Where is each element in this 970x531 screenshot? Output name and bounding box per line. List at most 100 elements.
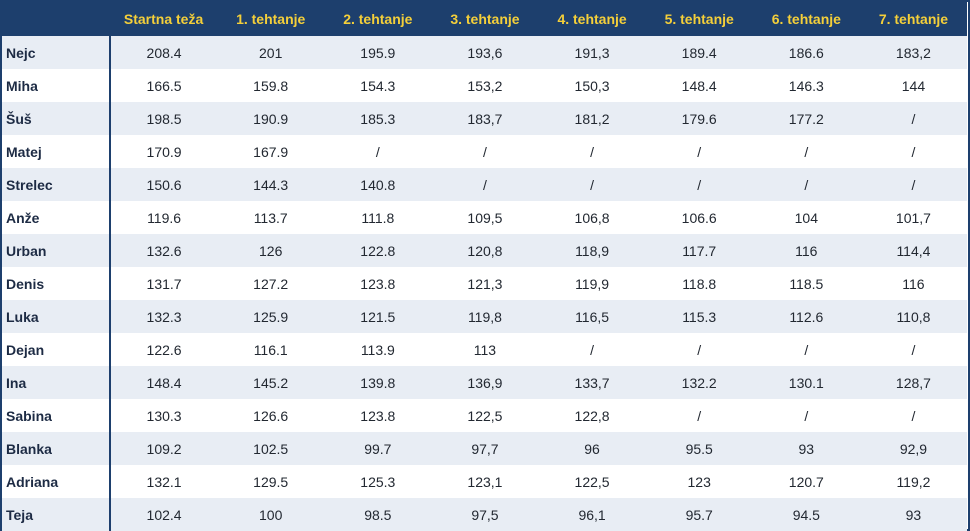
column-header-weighin-5: 5. tehtanje: [664, 11, 734, 27]
row-name-cell: Adriana: [2, 465, 111, 498]
weight-cell: 130.1: [788, 374, 824, 391]
column-header-start-weight: Startna teža: [123, 11, 204, 27]
weight-cell: 112.6: [789, 308, 824, 325]
weight-cell: 140.8: [360, 176, 396, 193]
weight-cell: /: [911, 341, 916, 358]
weight-cell: 136,9: [467, 374, 503, 391]
weight-cell: 146.3: [788, 77, 824, 94]
table-row: Luka 132.3 125.9 121.5 119,8 116,5 115.3 112.6 1…: [2, 300, 967, 333]
column-header-weighin-4: 4. tehtanje: [557, 11, 627, 27]
weight-cell: 101,7: [895, 209, 931, 226]
table-row: Sabina 130.3 126.6 123.8 122,5 122,8 / / /: [2, 399, 967, 432]
weight-cell: 132.6: [146, 242, 182, 259]
weight-cell: 122.6: [146, 341, 182, 358]
weight-cell: 123.8: [360, 275, 396, 292]
weight-cell: 131.7: [146, 275, 182, 292]
weight-cell: /: [804, 341, 809, 358]
weight-cell: 118.5: [789, 275, 824, 292]
weight-cell: 122.8: [360, 242, 396, 259]
table-row: Ina 148.4 145.2 139.8 136,9 133,7 132.2 130.1 12…: [2, 366, 967, 399]
weight-cell: 132.2: [681, 374, 717, 391]
weight-cell: /: [375, 143, 380, 160]
weight-cell: 122,5: [467, 407, 503, 424]
weight-cell: 125.9: [253, 308, 289, 325]
weight-cell: 102.5: [253, 440, 289, 457]
weight-cell: 116,5: [575, 308, 610, 325]
weight-cell: 106.6: [681, 209, 717, 226]
weight-cell: /: [804, 407, 809, 424]
weight-cell: 97,5: [471, 506, 499, 523]
weight-cell: 144.3: [253, 176, 289, 193]
weight-cell: 123: [687, 473, 711, 490]
weight-cell: 119,8: [467, 308, 502, 325]
table-row: Dejan 122.6 116.1 113.9 113 / / / /: [2, 333, 967, 366]
weight-cell: 102.4: [146, 506, 182, 523]
weight-cell: 167.9: [253, 143, 289, 160]
weight-cell: 125.3: [360, 473, 396, 490]
table-row: Teja 102.4 100 98.5 97,5 96,1 95.7 94.5 93: [2, 498, 967, 531]
weight-cell: 126: [259, 242, 283, 259]
weight-cell: 201: [259, 44, 283, 61]
row-name-cell: Sabina: [2, 399, 111, 432]
weight-cell: /: [590, 143, 594, 160]
table-body: Nejc 208.4 201 195.9 193,6 191,3 189.4 186.6 183…: [2, 36, 967, 531]
weight-cell: 96: [584, 440, 600, 457]
weight-cell: 153,2: [467, 77, 503, 94]
weight-cell: 129.5: [253, 473, 289, 490]
row-name-cell: Anže: [2, 201, 111, 234]
weight-cell: 116: [902, 275, 925, 292]
weight-cell: 96,1: [578, 506, 606, 523]
weight-cell: 99.7: [364, 440, 392, 457]
weight-cell: 148.4: [146, 374, 182, 391]
weight-cell: 94.5: [792, 506, 820, 523]
weight-cell: 186.6: [788, 44, 824, 61]
weight-cell: 183,7: [467, 110, 503, 127]
weight-cell: 118.8: [682, 275, 717, 292]
weight-cell: 109.2: [146, 440, 182, 457]
row-name-cell: Denis: [2, 267, 111, 300]
weight-cell: /: [697, 341, 702, 358]
weight-cell: 181,2: [574, 110, 610, 127]
weight-cell: 133,7: [574, 374, 610, 391]
weight-cell: 97,7: [471, 440, 499, 457]
weight-cell: 95.5: [685, 440, 713, 457]
weight-cell: 144: [901, 77, 926, 94]
weight-cell: /: [911, 143, 916, 160]
weight-cell: 123.8: [360, 407, 396, 424]
weight-cell: 139.8: [360, 374, 396, 391]
weight-cell: 113.7: [253, 209, 288, 226]
weight-cell: 191,3: [574, 44, 610, 61]
table-row: Miha 166.5 159.8 154.3 153,2 150,3 148.4 146.3 1…: [2, 69, 967, 102]
weight-cell: 166.5: [146, 77, 182, 94]
weight-cell: 114,4: [896, 242, 931, 259]
weight-cell: /: [911, 110, 916, 127]
column-header-name: [2, 2, 110, 36]
weight-cell: 185.3: [360, 110, 396, 127]
weight-cell: 115.3: [682, 308, 717, 325]
row-name-cell: Strelec: [2, 168, 111, 201]
weight-cell: 208.4: [146, 44, 182, 61]
weight-cell: /: [590, 341, 594, 358]
weight-cell: 113.9: [360, 341, 395, 358]
table-row: Blanka 109.2 102.5 99.7 97,7 96 95.5 93 92,9: [2, 432, 967, 465]
table-row: Anže 119.6 113.7 111.8 109,5 106,8 106.6 104 101…: [2, 201, 967, 234]
weight-cell: 122,8: [574, 407, 610, 424]
weight-cell: 117.7: [682, 242, 717, 259]
weight-cell: 128,7: [895, 374, 931, 391]
weight-cell: 130.3: [146, 407, 182, 424]
weight-cell: 177.2: [788, 110, 824, 127]
weight-cell: /: [804, 143, 809, 160]
weight-cell: 109,5: [467, 209, 503, 226]
row-name-cell: Urban: [2, 234, 111, 267]
weight-cell: 154.3: [360, 77, 396, 94]
table-row: Strelec 150.6 144.3 140.8 / / / / /: [2, 168, 967, 201]
row-name-cell: Dejan: [2, 333, 111, 366]
column-header-weighin-2: 2. tehtanje: [343, 11, 413, 27]
weight-cell: 120.7: [788, 473, 824, 490]
weight-cell: 93: [798, 440, 815, 457]
column-header-weighin-6: 6. tehtanje: [771, 11, 841, 27]
weight-cell: 121,3: [467, 275, 503, 292]
weight-cell: /: [697, 407, 702, 424]
row-name-cell: Blanka: [2, 432, 111, 465]
